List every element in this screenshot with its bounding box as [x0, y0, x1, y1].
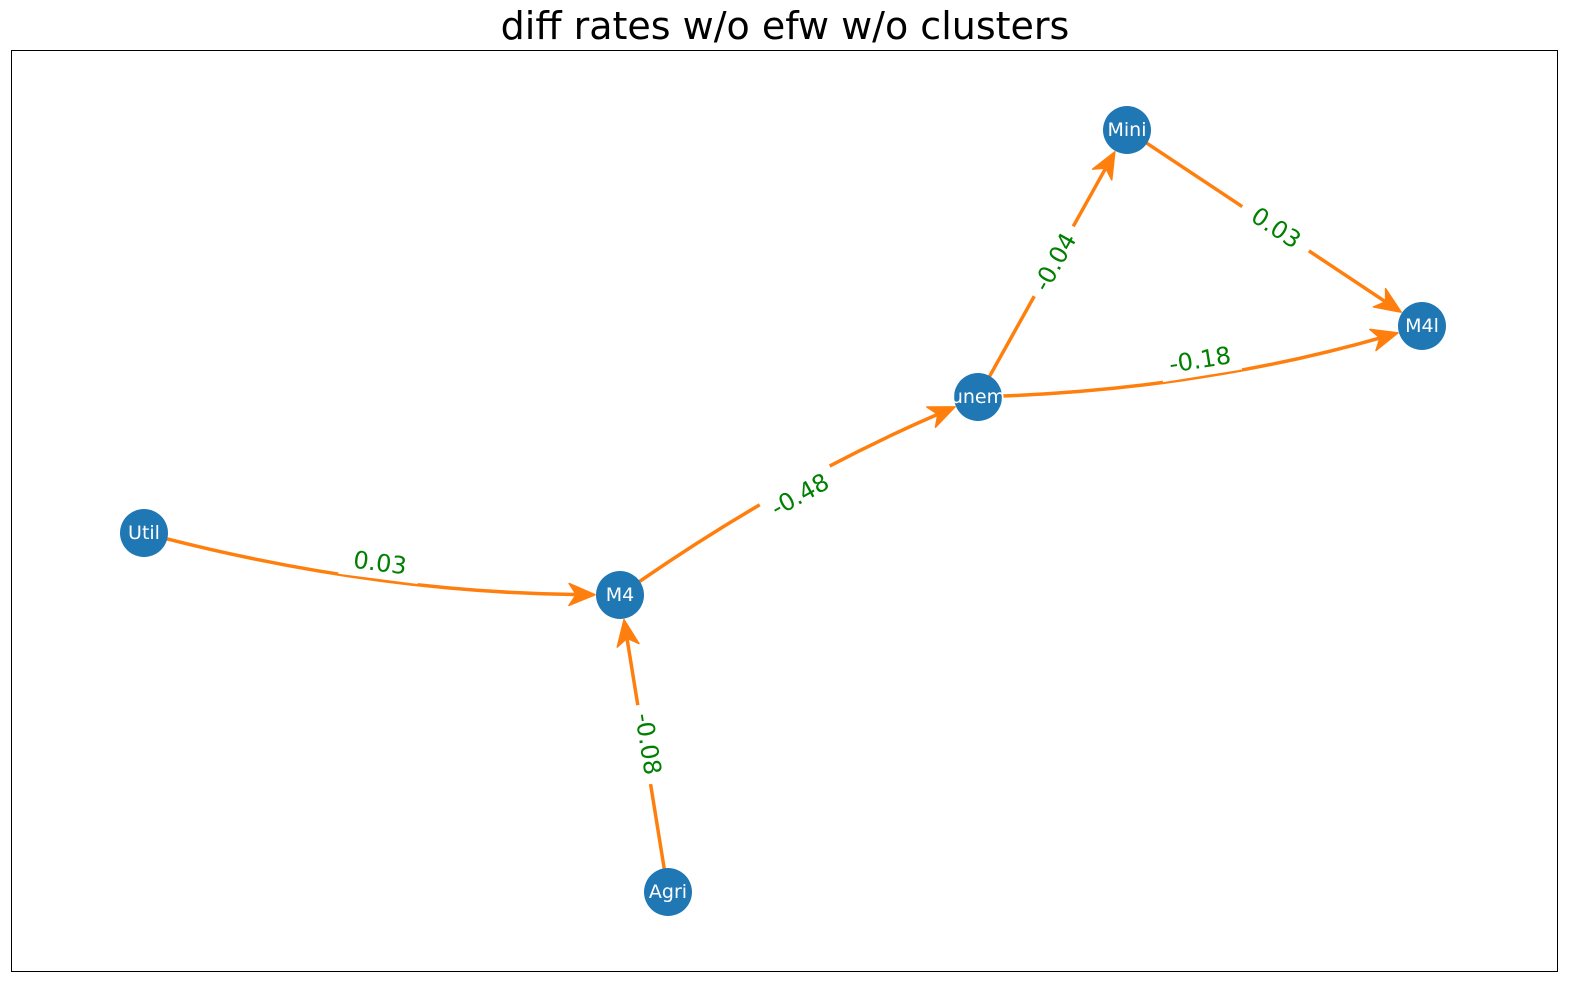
node-circle — [1103, 106, 1151, 154]
node-circle — [120, 509, 168, 557]
edge-label-group: 0.03 — [338, 539, 422, 585]
edge-unem-to-m4l — [1000, 335, 1385, 398]
node-m4l: M4l — [1398, 302, 1446, 350]
edge-label-group: -0.08 — [625, 701, 673, 787]
node-m4: M4 — [596, 571, 644, 619]
edge-label-group: 0.03 — [1233, 190, 1320, 264]
edge-labels-layer: 0.03 -0.08 -0.48 -0.04 -0.18 0.03 — [338, 190, 1320, 787]
node-agri: Agri — [644, 868, 692, 916]
edge-label-group: -0.48 — [756, 459, 843, 529]
edge-label-group: -0.04 — [1019, 218, 1089, 305]
edge-label-background — [338, 539, 422, 585]
plot-frame — [11, 50, 1558, 972]
edge-label-background — [1157, 335, 1243, 383]
node-mini: Mini — [1103, 106, 1151, 154]
node-label: Mini — [1108, 119, 1147, 141]
node-label: Util — [128, 522, 160, 544]
edge-weight-label: 0.03 — [352, 546, 409, 581]
node-label: M4l — [1405, 315, 1439, 337]
edge-util-to-m4 — [165, 537, 582, 597]
node-util: Util — [120, 509, 168, 557]
edge-label-background — [625, 701, 673, 787]
edge-label-background — [1019, 218, 1089, 305]
nodes-layer: Mini M4l unem Util M4 Agri — [120, 106, 1446, 916]
node-circle — [644, 868, 692, 916]
arrowhead-m4-to-unem — [926, 406, 956, 428]
edge-label-background — [756, 459, 843, 529]
node-label: M4 — [606, 584, 634, 606]
node-unem: unem — [951, 373, 1005, 421]
arrowhead-unem-to-mini — [1091, 151, 1116, 181]
node-label: unem — [951, 386, 1005, 408]
node-circle — [954, 373, 1002, 421]
figure-title: diff rates w/o efw w/o clusters — [500, 4, 1070, 48]
node-label: Agri — [649, 881, 687, 903]
edge-label-group: -0.18 — [1157, 335, 1243, 383]
node-circle — [596, 571, 644, 619]
edge-label-background — [1233, 190, 1320, 264]
arrowhead-agri-to-m4 — [616, 618, 640, 648]
arrowhead-unem-to-m4l — [1369, 328, 1399, 352]
node-circle — [1398, 302, 1446, 350]
arrowhead-util-to-m4 — [568, 582, 596, 607]
arrowhead-mini-to-m4l — [1372, 287, 1402, 313]
